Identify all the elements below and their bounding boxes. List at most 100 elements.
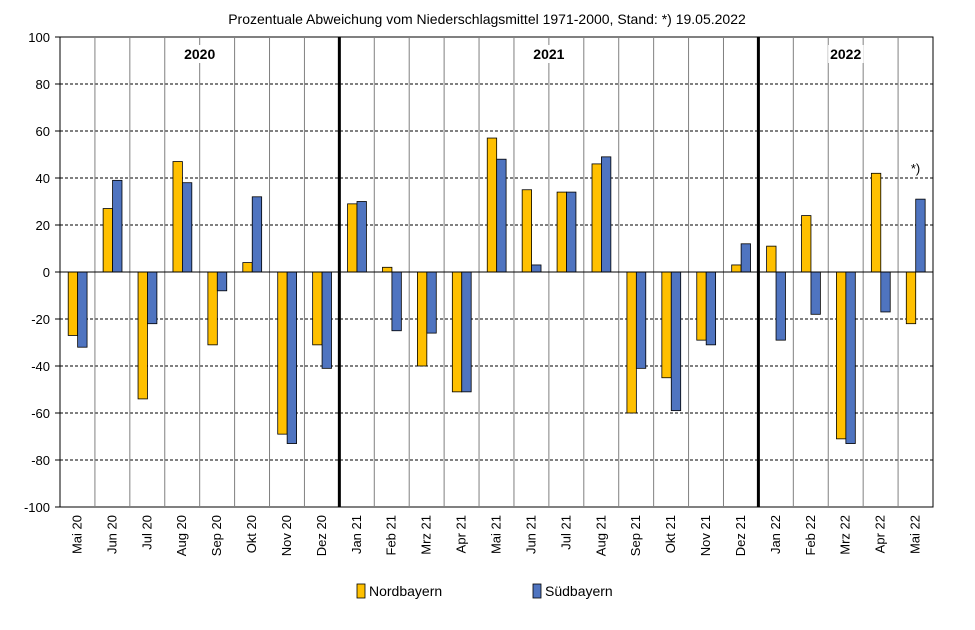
bar-nordbayern: [556, 191, 567, 273]
bar-suedbayern: [147, 271, 158, 325]
year-label: 2021: [533, 46, 564, 62]
bar-nordbayern: [67, 271, 79, 336]
x-tick-label: Feb 21: [384, 515, 399, 555]
y-tick-label: 100: [28, 30, 50, 45]
bar-nordbayern: [207, 271, 218, 346]
bar-suedbayern: [566, 191, 577, 273]
y-tick-label: 40: [36, 171, 50, 186]
bar-nordbayern: [696, 271, 707, 341]
bar-suedbayern: [810, 271, 821, 315]
y-tick-label: 80: [36, 77, 50, 92]
x-tick-label: Okt 20: [244, 515, 259, 553]
bar-suedbayern: [181, 182, 193, 273]
bar-suedbayern: [601, 156, 612, 273]
bars-group: [67, 137, 926, 444]
x-tick-label: Apr 22: [873, 515, 888, 553]
x-tick-label: Dez 20: [314, 515, 329, 556]
bar-suedbayern: [251, 196, 263, 273]
bar-suedbayern: [77, 271, 88, 348]
bar-nordbayern: [626, 271, 637, 414]
x-tick-label: Feb 22: [803, 515, 818, 555]
year-label: 2022: [830, 46, 861, 62]
bar-nordbayern: [312, 271, 323, 346]
bar-nordbayern: [870, 172, 882, 273]
bar-nordbayern: [591, 163, 602, 273]
legend-swatch: [532, 583, 542, 599]
bar-nordbayern: [417, 271, 428, 367]
x-tick-label: Okt 21: [663, 515, 678, 553]
bar-nordbayern: [731, 264, 742, 273]
x-tick-label: Jul 21: [558, 515, 573, 550]
y-tick-label: -100: [24, 500, 50, 515]
bar-suedbayern: [531, 264, 542, 273]
bar-nordbayern: [242, 262, 253, 273]
x-tick-label: Sep 21: [628, 515, 643, 556]
year-label-background: [182, 45, 218, 63]
bar-suedbayern: [740, 243, 751, 273]
legend: Nordbayern Südbayern: [356, 583, 613, 599]
x-tick-label: Jun 21: [523, 515, 538, 554]
year-label-background: [828, 45, 864, 63]
bar-nordbayern: [766, 245, 777, 273]
bar-suedbayern: [391, 271, 402, 332]
bar-nordbayern: [102, 208, 113, 273]
bar-suedbayern: [845, 271, 856, 444]
bar-nordbayern: [172, 161, 183, 273]
bar-nordbayern: [451, 271, 463, 393]
bar-suedbayern: [321, 271, 332, 369]
bar-suedbayern: [705, 271, 717, 346]
bar-nordbayern: [486, 137, 498, 273]
x-tick-label: Sep 20: [209, 515, 224, 556]
legend-label: Nordbayern: [369, 583, 442, 599]
bar-suedbayern: [880, 271, 891, 313]
bar-nordbayern: [801, 215, 812, 273]
axes-group: [55, 36, 933, 508]
y-tick-label: -20: [31, 312, 50, 327]
year-label: 2020: [184, 46, 215, 62]
x-tick-label: Jan 21: [349, 515, 364, 554]
x-tick-label: Dez 21: [733, 515, 748, 556]
y-tick-label: -80: [31, 453, 50, 468]
x-tick-label: Nov 20: [279, 515, 294, 556]
y-tick-label: 60: [36, 124, 50, 139]
bar-nordbayern: [836, 271, 847, 440]
y-tick-label: -40: [31, 359, 50, 374]
x-tick-label: Aug 21: [593, 515, 608, 556]
legend-swatch: [356, 583, 366, 599]
bar-suedbayern: [216, 271, 228, 292]
y-tick-label: 0: [43, 265, 50, 280]
bar-suedbayern: [112, 179, 123, 273]
y-tick-label: 20: [36, 218, 50, 233]
x-tick-label: Jan 22: [768, 515, 783, 554]
x-tick-label: Apr 21: [454, 515, 469, 553]
bar-suedbayern: [461, 271, 472, 393]
x-tick-label: Mai 21: [489, 515, 504, 554]
bar-suedbayern: [915, 198, 926, 273]
bar-suedbayern: [670, 271, 682, 412]
chart-title: Prozentuale Abweichung vom Niederschlags…: [228, 11, 746, 27]
bar-nordbayern: [347, 203, 358, 273]
bar-nordbayern: [137, 271, 148, 400]
x-tick-label: Jun 20: [104, 515, 119, 554]
bar-suedbayern: [496, 158, 507, 273]
bar-nordbayern: [521, 189, 532, 273]
bar-nordbayern: [661, 271, 672, 379]
legend-label: Südbayern: [545, 583, 613, 599]
x-tick-label: Mai 20: [69, 515, 84, 554]
y-tick-label: -60: [31, 406, 50, 421]
x-tick-label: Mrz 21: [419, 515, 434, 555]
bar-nordbayern: [382, 266, 393, 273]
bar-suedbayern: [356, 201, 367, 273]
x-tick-label: Mai 22: [908, 515, 923, 554]
bar-suedbayern: [635, 271, 647, 369]
labels-group: 100 80 60 40 20 0 -20 -40 -60 -80 -100 Mai 20 Jun 20…: [24, 30, 923, 556]
bar-suedbayern: [286, 271, 297, 444]
bar-nordbayern: [905, 271, 917, 325]
x-tick-label: Aug 20: [174, 515, 189, 556]
x-tick-label: Nov 21: [698, 515, 713, 556]
bar-suedbayern: [775, 271, 786, 341]
x-tick-label: Mrz 22: [838, 515, 853, 555]
bar-nordbayern: [277, 271, 288, 435]
x-tick-label: Jul 20: [139, 515, 154, 550]
